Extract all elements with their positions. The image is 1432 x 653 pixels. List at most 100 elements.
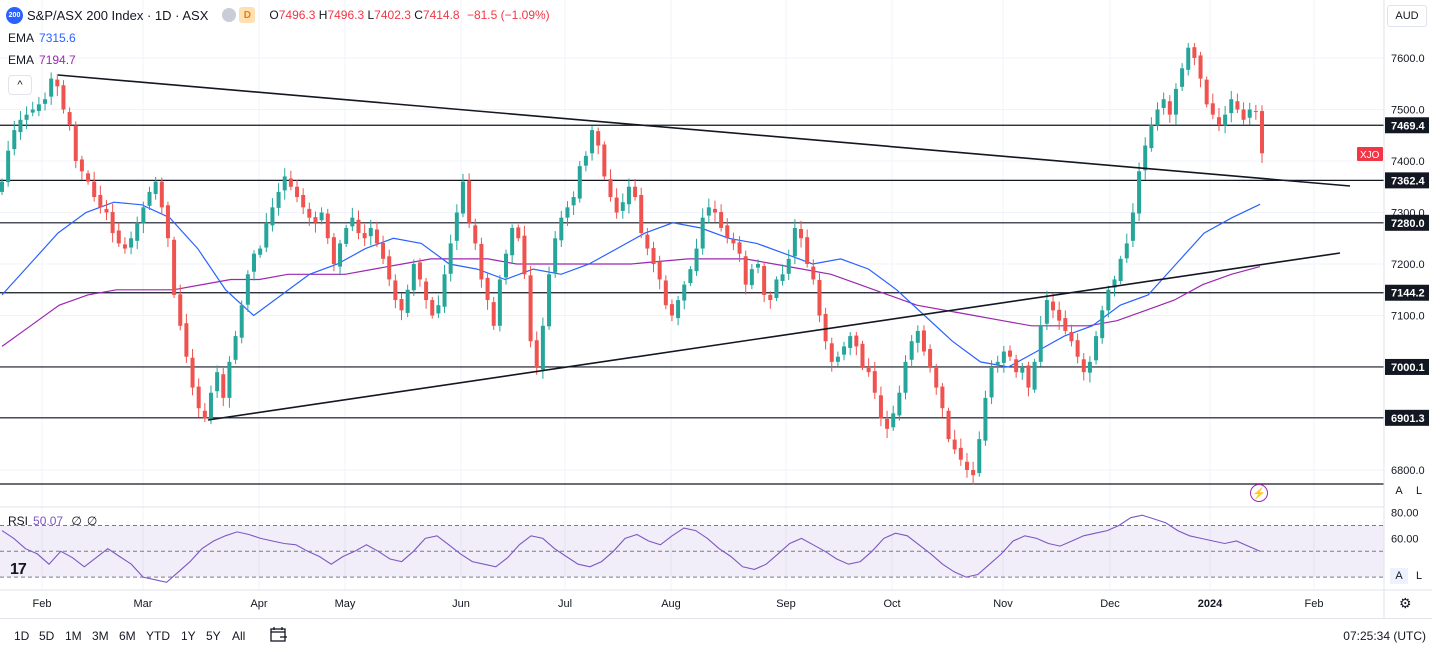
ema-fast-legend[interactable]: EMA 7315.6 [8,31,76,45]
log-scale-button[interactable]: L [1410,483,1428,499]
candle [633,179,638,201]
candle [178,284,183,331]
candle-body [639,194,644,234]
data-delayed-badge[interactable]: D [239,7,256,23]
timeframe-3m[interactable]: 3M [92,629,109,643]
candle [897,385,902,421]
chart-canvas[interactable]: 7600.07500.07400.07300.07200.07100.07000… [0,0,1432,618]
timeframe-1y[interactable]: 1Y [181,629,196,643]
level-label: 6901.3 [1391,413,1425,425]
collapse-legend-button[interactable]: ^ [8,75,32,95]
timeframe-1d[interactable]: 1D [14,629,30,643]
flash-alert-icon[interactable]: ⚡ [1250,484,1268,502]
candle [540,317,545,379]
candle [651,241,656,273]
candle [1210,93,1215,120]
candle-body [178,294,183,326]
symbol-title[interactable]: S&P/ASX 200 Index · 1D · ASX [27,7,209,23]
candle-body [1186,47,1191,70]
candle-body [424,281,429,301]
candle-body [67,112,72,125]
timeframe-ytd[interactable]: YTD [146,629,170,643]
candle-body [633,186,638,198]
timeframe-5y[interactable]: 5Y [206,629,221,643]
candle [860,340,865,371]
candle-body [1192,47,1197,58]
tradingview-logo[interactable]: 17 [10,561,27,578]
candle [442,265,447,313]
candle [276,183,281,216]
candle-body [1032,361,1037,390]
candle [553,231,558,278]
date-range-calendar-icon[interactable] [270,626,288,642]
candle-body [848,336,853,348]
timeframe-1m[interactable]: 1M [65,629,82,643]
candle-body [135,222,140,241]
candle [1020,362,1025,380]
candle [571,191,576,216]
timeframe-6m[interactable]: 6M [119,629,136,643]
candle [817,273,822,323]
candle [1106,285,1111,318]
candle [338,239,343,276]
clock-readout[interactable]: 07:25:34 (UTC) [1343,629,1426,643]
candle [749,264,754,290]
candle-body [258,248,263,255]
candle-body [1026,365,1031,388]
candle [583,151,588,172]
candle-body [682,284,687,301]
candle-body [436,305,441,314]
rsi-auto-scale-button[interactable]: A [1390,568,1408,584]
candle [940,382,945,417]
time-tick-label: Oct [883,598,900,610]
candle-body [964,461,969,470]
candle [258,245,263,258]
candle [1223,105,1228,134]
candle [762,261,767,303]
candle [104,200,109,221]
candle-body [706,207,711,216]
candle-body [583,155,588,166]
candle-body [356,219,361,234]
candle [946,407,951,443]
candle-body [614,197,619,213]
candle [522,225,527,279]
candle [374,221,379,248]
currency-selector[interactable]: AUD [1387,5,1427,27]
candle [602,141,607,180]
market-status-icon[interactable] [222,8,237,22]
candle-body [374,229,379,244]
candle-body [897,392,902,416]
candle-body [36,104,41,112]
candle-body [362,233,367,239]
candle [915,325,920,353]
timeframe-all[interactable]: All [232,629,246,643]
candle-body [1081,359,1086,373]
candle-body [319,212,324,221]
candle-body [1069,331,1074,342]
rsi-legend[interactable]: RSI 50.07 ∅ ∅ [8,514,98,528]
candle-body [1241,109,1246,120]
candle-body [958,447,963,460]
candle-body [676,300,681,319]
candle-body [0,181,4,192]
candle-body [61,85,66,110]
timeframe-5d[interactable]: 5D [39,629,55,643]
level-label: 7000.1 [1391,362,1425,374]
candle [608,169,613,202]
candle [872,361,877,399]
level-label-bg [1385,284,1429,301]
price-tick-label: 7100.0 [1391,311,1425,323]
candle-body [915,330,920,343]
candle [245,270,250,312]
auto-scale-button[interactable]: A [1390,483,1408,499]
candle [1173,83,1178,125]
rsi-log-scale-button[interactable]: L [1410,568,1428,584]
candle [682,280,687,310]
candle-body [651,248,656,264]
candle [467,173,472,228]
candle [528,266,533,348]
settings-gear-icon[interactable]: ⚙ [1399,595,1412,611]
ema-slow-legend[interactable]: EMA 7194.7 [8,53,76,67]
candle [934,363,939,395]
